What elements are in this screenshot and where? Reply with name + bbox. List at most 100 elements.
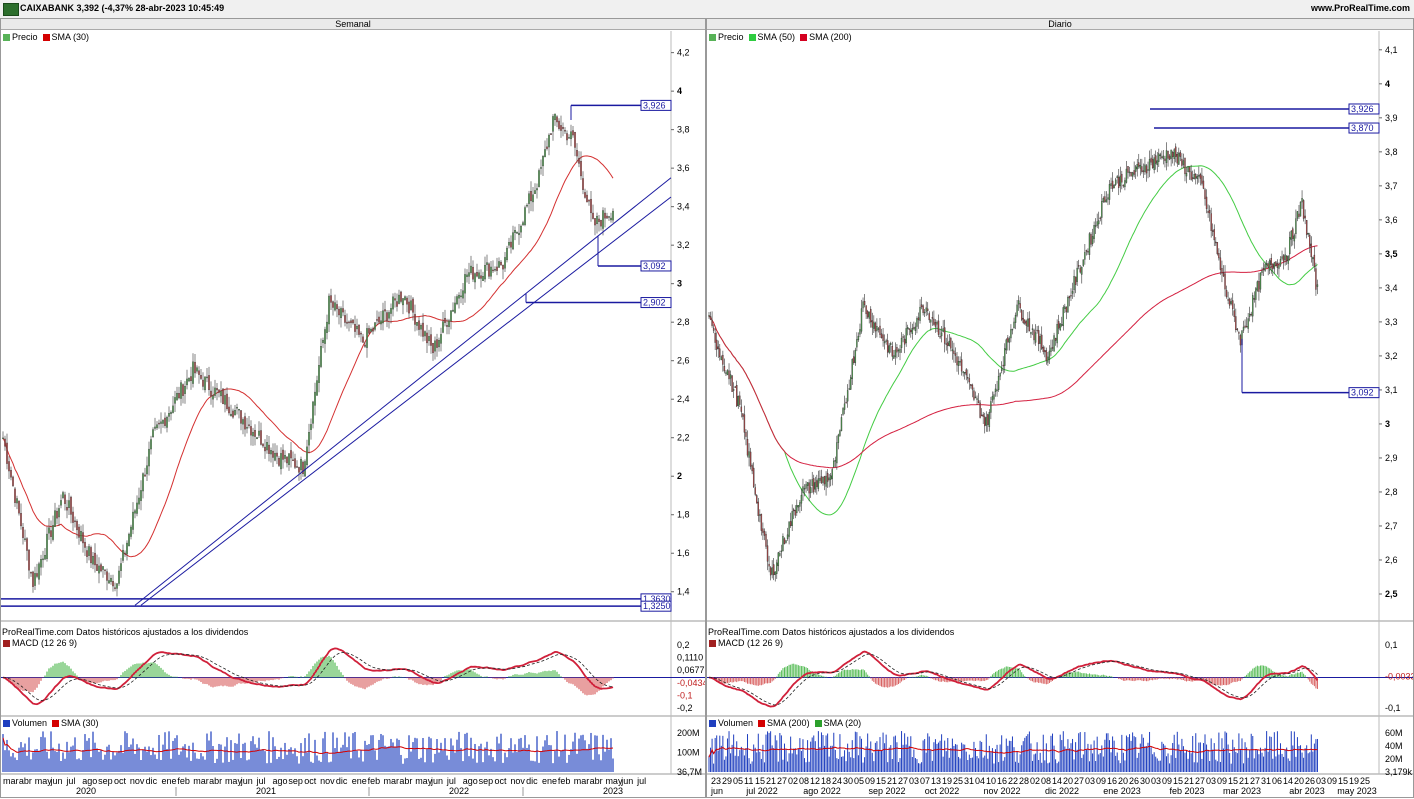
- candle-body: [1275, 261, 1277, 266]
- candle-body: [298, 467, 300, 473]
- candle-body: [1057, 321, 1060, 329]
- volume-bar: [861, 738, 862, 772]
- volume-bar: [982, 757, 984, 772]
- macd-histogram-bar: [604, 677, 606, 685]
- macd-histogram-bar: [470, 669, 472, 678]
- candle-body: [1218, 253, 1220, 259]
- candle-body: [1301, 198, 1303, 203]
- volume-bar: [1263, 756, 1265, 772]
- candle-body: [414, 314, 416, 325]
- macd-histogram-bar: [1206, 677, 1208, 683]
- candle-body: [506, 247, 508, 261]
- candle-body: [1127, 166, 1129, 173]
- x-month-label: feb: [558, 776, 571, 786]
- volume-bar: [1058, 761, 1060, 772]
- candle-body: [780, 550, 783, 553]
- macd-histogram-bar: [879, 677, 881, 686]
- macd-histogram-bar: [1031, 677, 1033, 682]
- volume-bar: [604, 751, 606, 772]
- volume-bar: [1045, 743, 1047, 772]
- macd-histogram-bar: [126, 669, 128, 678]
- macd-histogram-bar: [1275, 672, 1277, 678]
- site-link[interactable]: www.ProRealTime.com: [1310, 3, 1410, 13]
- macd-histogram-bar: [512, 674, 514, 678]
- macd-histogram-bar: [1221, 677, 1223, 686]
- candle-body: [1139, 164, 1142, 169]
- candle-body: [1039, 336, 1041, 344]
- weekly-chart-panel[interactable]: Semanal Precio SMA (30) 4,2 4 3,8 3,6 3,4 3,2…: [0, 18, 706, 798]
- volume-bar: [1259, 747, 1261, 772]
- volume-bar: [448, 759, 450, 772]
- candle-body: [725, 372, 727, 374]
- volume-bar: [1261, 752, 1263, 772]
- volume-bar: [1158, 760, 1160, 772]
- x-month-label: may: [605, 776, 623, 786]
- volume-bar: [811, 737, 813, 772]
- candle-body: [1041, 334, 1043, 349]
- volume-bar: [386, 746, 388, 772]
- volume-bar: [822, 735, 824, 772]
- macd-histogram-bar: [332, 660, 334, 678]
- volume-bar: [6, 739, 8, 772]
- volume-bar: [1162, 743, 1164, 772]
- macd-histogram-bar: [1027, 677, 1029, 679]
- volume-bar: [988, 745, 990, 772]
- candle-body: [92, 556, 94, 565]
- candle-body: [562, 127, 564, 129]
- price-tick-label: 3,8: [677, 125, 690, 135]
- volume-bar: [326, 753, 328, 772]
- candle-body: [871, 320, 873, 328]
- macd-histogram-bar: [1273, 671, 1275, 678]
- candle-body: [544, 149, 546, 158]
- volume-bar: [713, 763, 715, 772]
- x-month-label: feb: [368, 776, 381, 786]
- candle-body: [745, 432, 747, 437]
- macd-histogram-bar: [238, 677, 240, 684]
- volume-bar: [214, 762, 216, 772]
- candle-body: [130, 526, 132, 537]
- volume-bar: [1072, 738, 1074, 772]
- macd-histogram-bar: [578, 677, 580, 690]
- candle-body: [508, 242, 510, 246]
- x-day-label: 21: [1239, 776, 1249, 786]
- macd-histogram-bar: [56, 663, 58, 678]
- candle-body: [1287, 255, 1289, 264]
- macd-histogram-bar: [412, 677, 414, 681]
- volume-bar: [138, 747, 140, 772]
- candle-body: [1232, 300, 1234, 310]
- macd-histogram-bar: [944, 677, 946, 682]
- candle-body: [1116, 176, 1118, 179]
- weekly-chart-svg[interactable]: 4,243,83,63,43,232,82,62,42,221,81,61,43…: [1, 19, 705, 797]
- candle-body: [826, 472, 829, 482]
- candle-body: [1205, 196, 1208, 209]
- candle-body: [256, 437, 258, 440]
- candle-body: [771, 567, 773, 575]
- macd-histogram-bar: [564, 677, 566, 680]
- daily-chart-svg[interactable]: 4,143,93,83,73,63,53,43,33,23,132,92,82,…: [707, 19, 1413, 797]
- candle-body: [326, 321, 328, 333]
- volume-bar: [879, 737, 881, 772]
- volume-bar: [805, 762, 807, 772]
- candle-body: [1045, 350, 1048, 362]
- candle-body: [1104, 196, 1106, 203]
- macd-tick-label: -0,1: [677, 690, 693, 700]
- volume-bar: [733, 734, 735, 772]
- price-tick-label: 4,2: [677, 48, 690, 58]
- volume-bar: [931, 760, 933, 772]
- candle-body: [719, 348, 721, 357]
- candle-body: [168, 413, 170, 417]
- volume-bar: [802, 739, 804, 772]
- volume-bar: [312, 762, 314, 772]
- macd-histogram-bar: [1153, 677, 1155, 680]
- x-month-label: ene: [352, 776, 367, 786]
- macd-histogram-bar: [1104, 675, 1106, 678]
- macd-histogram-bar: [326, 656, 328, 678]
- volume-bar: [825, 735, 827, 772]
- macd-histogram-bar: [206, 677, 208, 685]
- candle-body: [1113, 184, 1115, 189]
- volume-bar: [226, 737, 228, 772]
- macd-histogram-bar: [1135, 677, 1137, 681]
- daily-chart-panel[interactable]: Diario Precio SMA (50) SMA (200) 4,1 4 3,9…: [706, 18, 1414, 798]
- volume-bar: [1136, 757, 1138, 772]
- candle-body: [1207, 210, 1209, 213]
